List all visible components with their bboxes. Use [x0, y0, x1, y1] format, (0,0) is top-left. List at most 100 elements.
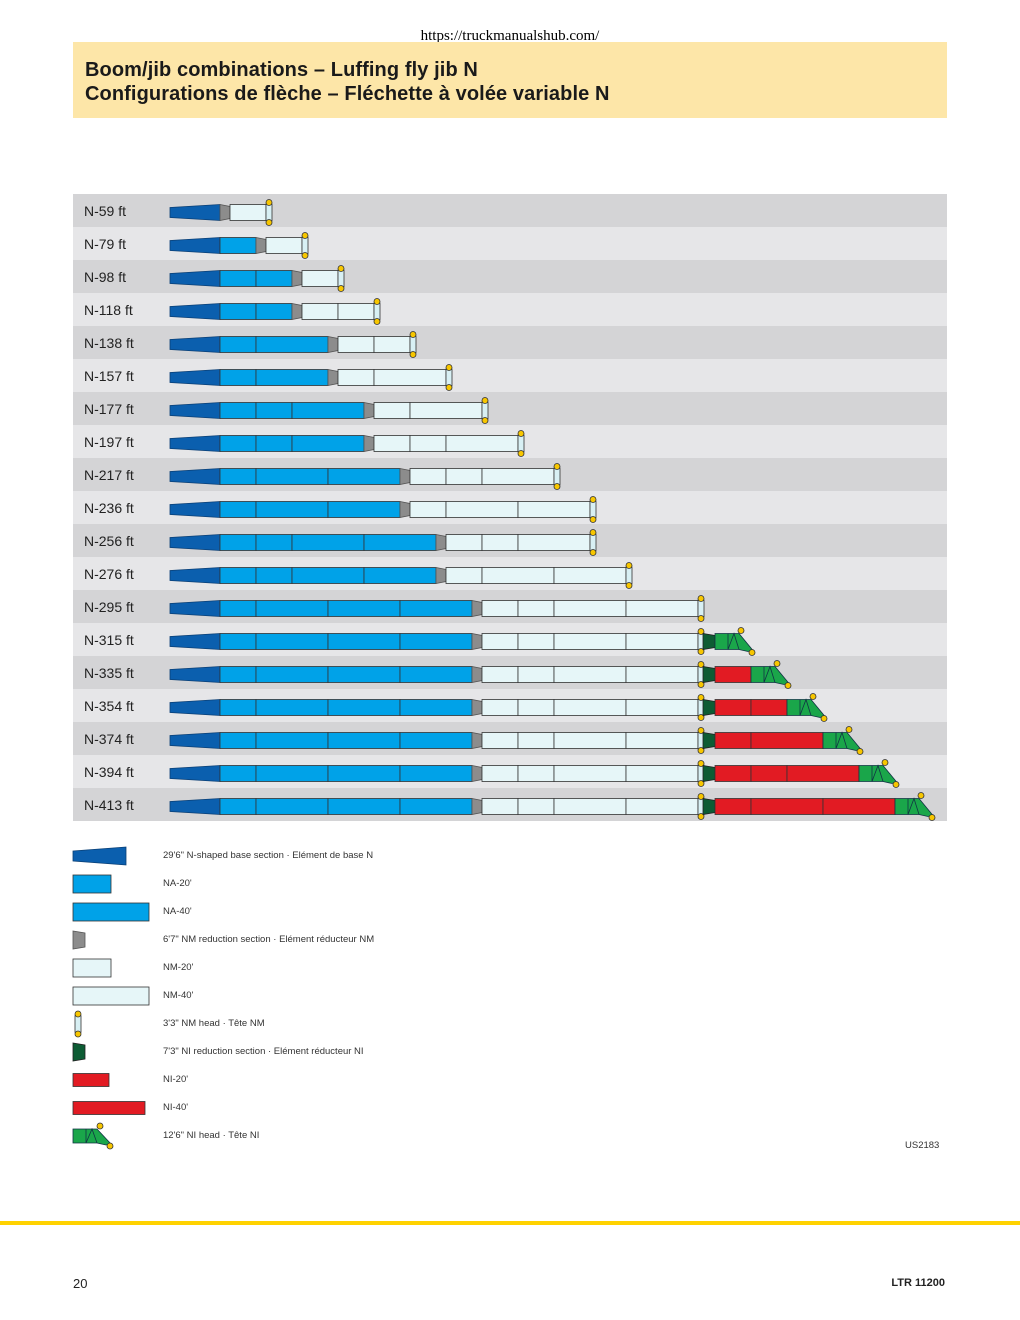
base-section: [169, 369, 221, 386]
config-row: N-157 ft: [73, 359, 947, 392]
nm-head-pin-top: [697, 727, 705, 734]
config-row: N-335 ft: [73, 656, 947, 689]
nm-20-section: [445, 534, 483, 551]
nm-20-section: [445, 468, 483, 485]
nm-head-pin-bottom: [445, 384, 453, 391]
nm-20-section: [337, 303, 375, 320]
na-40-section: [399, 633, 473, 650]
source-url: https://truckmanualshub.com/: [420, 28, 600, 44]
nm-20-section: [517, 765, 555, 782]
nm-40-section: [445, 435, 519, 452]
nm-head-pin-top: [265, 199, 273, 206]
legend-ni-head-pin-top: [96, 1122, 104, 1130]
na-40-section: [327, 501, 401, 518]
na-40-section: [255, 798, 329, 815]
model-name: LTR 11200: [891, 1277, 945, 1289]
base-section: [169, 600, 221, 617]
na-40-section: [291, 567, 365, 584]
nm-head-pin-top: [697, 628, 705, 635]
na-20-section: [219, 699, 257, 716]
ni-head-lattice: [763, 665, 776, 683]
ni-head-pin-tip: [784, 682, 792, 689]
legend-ni40-swatch: [72, 1101, 146, 1115]
nm-20-section: [301, 270, 339, 287]
nm-reduction-section: [291, 270, 303, 287]
legend-nm40-swatch: [72, 986, 150, 1006]
nm-head-pin-top: [625, 562, 633, 569]
nm-40-section: [553, 765, 627, 782]
na-20-section: [219, 369, 257, 386]
config-label: N-295 ft: [84, 599, 134, 615]
base-section: [169, 798, 221, 815]
config-row: N-276 ft: [73, 557, 947, 590]
nm-head-pin-bottom: [625, 582, 633, 589]
na-20-section: [219, 402, 257, 419]
ni-head-pin-top: [881, 759, 889, 766]
legend-nm-head-pin-top: [74, 1010, 82, 1018]
ni-head-pin-tip: [928, 814, 936, 821]
nm-reduction-section: [363, 435, 375, 452]
nm-20-section: [517, 732, 555, 749]
legend-item: [72, 846, 127, 866]
ni-head-pin-tip: [856, 748, 864, 755]
na-40-section: [255, 369, 329, 386]
nm-head-pin-bottom: [697, 813, 705, 820]
ni-head: [750, 666, 790, 685]
nm-reduction-section: [471, 699, 483, 716]
na-40-section: [399, 600, 473, 617]
na-40-section: [255, 501, 329, 518]
ni-reduction-section: [702, 798, 716, 815]
nm-40-section: [553, 567, 627, 584]
nm-40-section: [625, 600, 699, 617]
nm-head-pin-bottom: [697, 714, 705, 721]
na-40-section: [255, 633, 329, 650]
ni-reduction-section: [702, 633, 716, 650]
nm-40-section: [625, 633, 699, 650]
config-row: N-315 ft: [73, 623, 947, 656]
nm-head-pin-bottom: [589, 549, 597, 556]
na-20-section: [255, 435, 293, 452]
ni-head: [822, 732, 862, 751]
na-40-section: [399, 798, 473, 815]
nm-head-pin-bottom: [373, 318, 381, 325]
config-label: N-118 ft: [84, 302, 133, 318]
ni-head-lattice: [907, 797, 920, 815]
config-row: N-59 ft: [73, 194, 947, 227]
ni-head-pin-top: [737, 627, 745, 634]
nm-20-section: [409, 501, 447, 518]
na-20-section: [219, 567, 257, 584]
config-label: N-315 ft: [84, 632, 134, 648]
legend-label: 3'3" NM head · Tête NM: [163, 1018, 265, 1029]
nm-40-section: [625, 666, 699, 683]
nm-20-section: [337, 336, 375, 353]
ni-40-section: [750, 732, 824, 749]
nm-head-pin-bottom: [517, 450, 525, 457]
na-40-section: [255, 666, 329, 683]
nm-reduction-section: [255, 237, 267, 254]
base-section: [169, 732, 221, 749]
base-section: [169, 204, 221, 221]
na-40-section: [399, 732, 473, 749]
na-20-section: [219, 468, 257, 485]
config-label: N-413 ft: [84, 797, 134, 813]
na-20-section: [219, 435, 257, 452]
nm-40-section: [553, 798, 627, 815]
nm-head-pin-bottom: [301, 252, 309, 259]
nm-head-pin-bottom: [409, 351, 417, 358]
na-40-section: [327, 765, 401, 782]
nm-20-section: [517, 798, 555, 815]
nm-20-section: [517, 600, 555, 617]
nm-reduction-section: [435, 567, 447, 584]
nm-head-pin-top: [301, 232, 309, 239]
na-40-section: [255, 732, 329, 749]
base-section: [169, 237, 221, 254]
na-40-section: [327, 633, 401, 650]
nm-40-section: [517, 501, 591, 518]
nm-head-pin-top: [337, 265, 345, 272]
na-20-section: [219, 732, 257, 749]
config-row: N-374 ft: [73, 722, 947, 755]
config-row: N-256 ft: [73, 524, 947, 557]
nm-20-section: [481, 732, 519, 749]
base-section: [169, 303, 221, 320]
na-40-section: [327, 666, 401, 683]
